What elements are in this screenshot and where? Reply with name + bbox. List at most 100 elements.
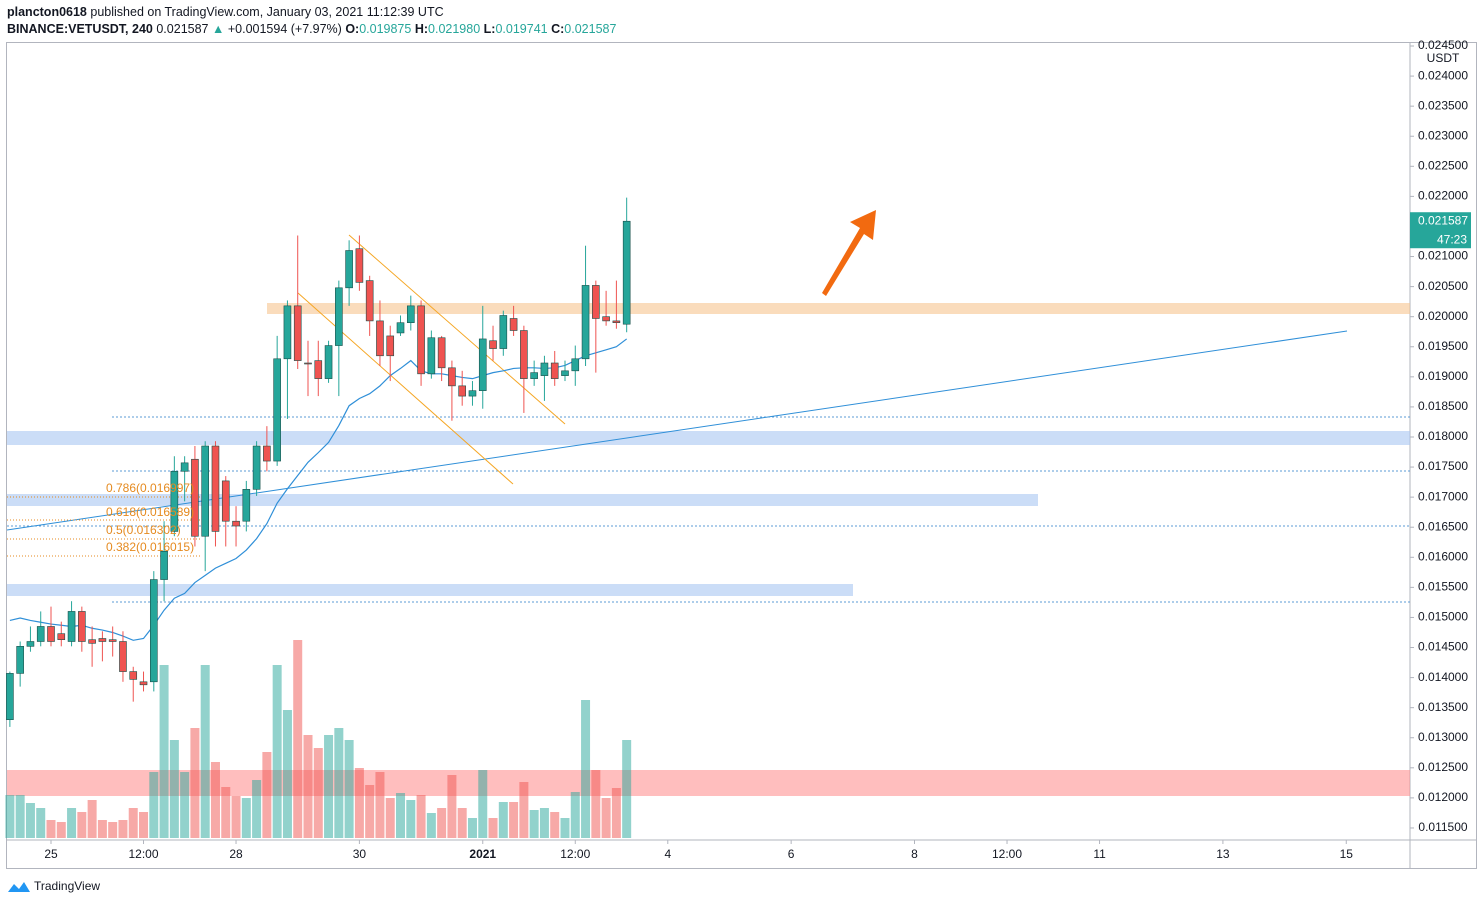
y-tick-label: 0.016500	[1418, 519, 1468, 533]
y-tick-label: 0.014500	[1418, 640, 1468, 654]
volume-bar	[426, 813, 436, 838]
candle-body	[530, 372, 538, 379]
candle-body	[242, 489, 251, 522]
y-tick-label: 0.017500	[1418, 459, 1468, 473]
last-price-box	[1410, 212, 1471, 249]
y-tick-label: 0.019000	[1418, 369, 1468, 383]
volume-bar	[293, 640, 303, 838]
x-tick-label: 6	[788, 847, 795, 861]
y-tick-label: 0.022000	[1418, 189, 1468, 203]
footer: TradingView	[34, 879, 100, 893]
candle-body	[376, 320, 384, 357]
l-label: L:	[483, 22, 496, 36]
channel-line	[297, 292, 514, 485]
volume-bar	[457, 808, 467, 838]
support-zone	[7, 494, 1038, 506]
volume-bar	[77, 812, 87, 838]
volume-bar	[488, 818, 498, 838]
y-tick-label: 0.012000	[1418, 790, 1468, 804]
y-tick-label: 0.017000	[1418, 489, 1468, 503]
candle-body	[211, 445, 220, 532]
y-tick-label: 0.023000	[1418, 128, 1468, 142]
volume-bar	[334, 728, 344, 838]
author: plancton0618	[7, 5, 87, 19]
candle-body	[139, 681, 148, 686]
volume-bar	[550, 812, 560, 838]
x-tick-label: 8	[911, 847, 918, 861]
y-tick-label: 0.018000	[1418, 429, 1468, 443]
candle-body	[6, 673, 14, 720]
volume-bar	[313, 748, 323, 838]
y-tick-label: 0.022500	[1418, 158, 1468, 172]
volume-bar	[375, 772, 385, 838]
candle-body	[273, 358, 281, 462]
candle-body	[16, 646, 24, 674]
volume-bar	[529, 810, 539, 838]
y-tick-label: 0.021000	[1418, 249, 1468, 263]
candles	[6, 197, 631, 727]
candle-body	[67, 611, 76, 642]
c: 0.021587	[564, 22, 617, 36]
candle-body	[458, 385, 466, 397]
candle-body	[119, 641, 127, 672]
x-tick-label: 25	[44, 847, 58, 861]
volume-bar	[118, 820, 128, 838]
fib-label: 0.5(0.016302)	[106, 523, 181, 537]
candle-body	[232, 520, 240, 527]
candle-body	[437, 337, 446, 369]
candle-body	[365, 280, 374, 322]
candle-body	[129, 671, 138, 680]
candle-body	[520, 330, 528, 379]
x-tick-label: 12:00	[560, 847, 590, 861]
volume-bar	[272, 665, 282, 838]
candle-body	[612, 320, 621, 324]
volume-bar	[231, 796, 241, 838]
candle-body	[170, 470, 179, 532]
candle-body	[355, 248, 364, 283]
channel-line	[348, 234, 566, 425]
fib-label: 0.786(0.016997)	[106, 481, 194, 495]
x-tick-label: 15	[1340, 847, 1354, 861]
volume-bar	[344, 740, 354, 838]
volume-bar	[437, 808, 447, 838]
volume-bar	[560, 818, 570, 838]
arrow: ▲	[211, 22, 225, 36]
x-tick-label: 2021	[469, 847, 496, 861]
volume-bar	[262, 752, 272, 838]
volume-bar	[416, 795, 426, 838]
candle-body	[324, 345, 333, 379]
candle-body	[201, 445, 209, 537]
volume-bar	[56, 822, 66, 838]
volume-bar	[200, 665, 210, 838]
volume-bar	[190, 728, 200, 838]
candle-body	[406, 305, 415, 324]
support-zone	[7, 431, 1410, 445]
volume-bar	[139, 812, 149, 838]
candle-body	[427, 337, 436, 375]
candle-body	[592, 285, 600, 319]
candle-body	[571, 358, 580, 372]
y-tick-label: 0.020500	[1418, 279, 1468, 293]
volume-bar	[180, 772, 190, 838]
volume-bar	[282, 710, 292, 838]
candle-body	[108, 639, 117, 642]
volume-bar	[97, 820, 107, 838]
c-label: C:	[551, 22, 565, 36]
volume-bar	[447, 775, 457, 838]
candle-body	[509, 318, 518, 331]
candle-body	[263, 445, 271, 462]
candle-body	[540, 362, 549, 376]
frame	[6, 42, 1477, 869]
candle-body	[88, 639, 96, 644]
candle-body	[47, 626, 55, 642]
candle-body	[57, 633, 66, 640]
y-tick-label: 0.020000	[1418, 309, 1468, 323]
candle-body	[448, 367, 456, 387]
l: 0.019741	[495, 22, 548, 36]
x-tick-label: 12:00	[992, 847, 1022, 861]
y-tick-label: 0.013500	[1418, 700, 1468, 714]
volume-bar	[611, 788, 621, 838]
support-zone	[7, 584, 853, 596]
